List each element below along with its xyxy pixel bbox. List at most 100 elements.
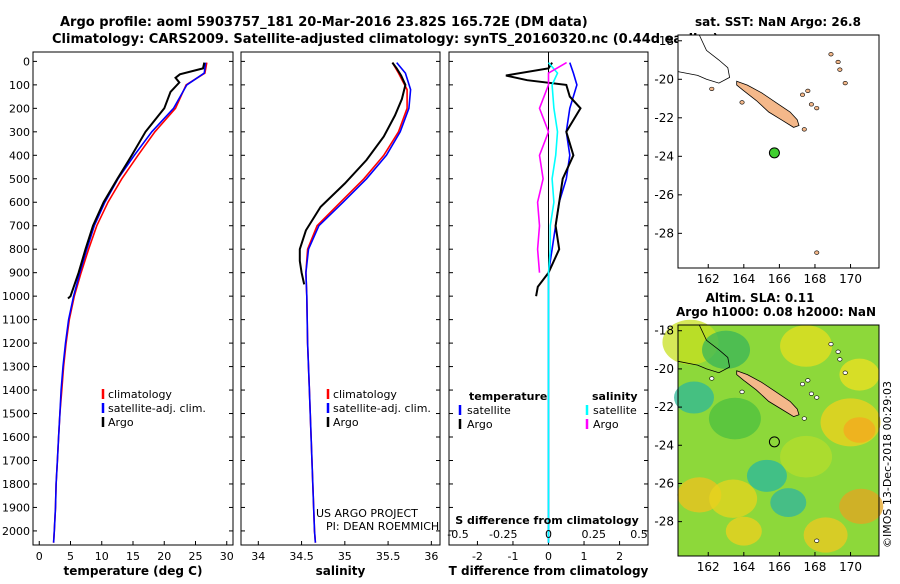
legend-label: satellite [593, 404, 637, 417]
map-frame [677, 324, 880, 557]
legend-label: Argo [593, 418, 619, 431]
x-tick-label: -1 [507, 550, 518, 563]
island [814, 538, 820, 543]
island [837, 357, 843, 362]
coastline [677, 324, 731, 374]
lon-tick-label: 170 [839, 560, 862, 574]
lon-tick-label: 166 [768, 272, 791, 286]
island [805, 378, 811, 383]
sla-anomaly [674, 381, 715, 414]
sst-map: sat. SST: NaN Argo: 26.8 162 164 166 168 170 -… [654, 15, 880, 286]
island [814, 250, 820, 255]
depth-tick-label: 1300 [2, 361, 30, 374]
s-tick-label: -0.25 [489, 528, 517, 541]
header-line-1: Argo profile: aoml 5903757_181 20-Mar-20… [60, 15, 588, 30]
sla-anomaly [746, 459, 787, 492]
sla-anomaly [843, 417, 876, 443]
salinity-panel: 34 34.5 35 35.5 36 salinity climatologysatelli… [240, 51, 441, 578]
series-line-2 [298, 62, 407, 285]
legend-label: climatology [333, 388, 397, 401]
depth-tick-label: 800 [9, 243, 30, 256]
legend-title-salinity: salinity [592, 390, 638, 403]
lon-tick-label: 162 [697, 272, 720, 286]
island [805, 88, 811, 93]
island [828, 341, 834, 347]
x-tick-label: 30 [220, 550, 234, 563]
lon-tick-label: 164 [732, 272, 755, 286]
lat-tick-label: -26 [654, 476, 674, 490]
float-position-marker [768, 436, 780, 448]
island [808, 391, 814, 396]
x-tick-label: 1 [581, 550, 588, 563]
float-position-marker [768, 147, 780, 159]
plot-frame [32, 51, 234, 546]
island [739, 100, 745, 105]
s-tick-label: -0.5 [447, 528, 468, 541]
difference-panel: -2 -1 0 1 2T difference from climatology temp… [447, 51, 649, 578]
s-tick-label: 0 [545, 528, 552, 541]
island [842, 81, 848, 86]
new-caledonia-land [736, 80, 800, 128]
island [709, 376, 715, 381]
sla-map-title: Altim. SLA: 0.11 [706, 291, 815, 305]
x-tick-label: 15 [126, 550, 140, 563]
depth-tick-label: 600 [9, 196, 30, 209]
island [800, 382, 806, 387]
x-tick-label: 0 [545, 550, 552, 563]
depth-tick-label: 1000 [2, 290, 30, 303]
series-line-2 [67, 62, 206, 300]
depth-tick-label: 500 [9, 173, 30, 186]
x-tick-label: 25 [189, 550, 203, 563]
sla-map-subtitle: Argo h1000: 0.08 h2000: NaN [676, 305, 876, 319]
depth-tick-label: 0 [23, 55, 30, 68]
island [835, 349, 841, 354]
x-tick-label: 0 [36, 550, 43, 563]
island [835, 59, 841, 65]
depth-tick-label: 400 [9, 149, 30, 162]
sla-anomaly [708, 397, 761, 440]
island [801, 416, 807, 421]
s-tick-label: 0.5 [630, 528, 648, 541]
legend-label: satellite-adj. clim. [333, 402, 431, 415]
lat-tick-label: -18 [654, 324, 674, 338]
depth-tick-label: 900 [9, 267, 30, 280]
lat-tick-label: -22 [654, 111, 674, 125]
map-frame [677, 34, 880, 269]
island [739, 389, 745, 394]
x-tick-label: 35 [338, 550, 352, 563]
x-tick-label: 34 [251, 550, 265, 563]
sla-anomaly [803, 517, 848, 553]
pi-credit: PI: DEAN ROEMMICH [326, 520, 439, 533]
depth-tick-label: 1700 [2, 454, 30, 467]
depth-tick-label: 300 [9, 126, 30, 139]
temperature-panel: 0100200300400500600700800900100011001200… [2, 51, 234, 578]
series-line-1 [52, 62, 207, 543]
lat-tick-label: -22 [654, 400, 674, 414]
lat-tick-label: -24 [654, 149, 674, 163]
project-credit: US ARGO PROJECT [316, 507, 418, 520]
depth-tick-label: 1200 [2, 337, 30, 350]
x-tick-label: 2 [616, 550, 623, 563]
lon-tick-label: 166 [768, 560, 791, 574]
x-tick-label: 34.5 [289, 550, 314, 563]
sla-anomaly [709, 479, 758, 518]
lon-tick-label: 162 [697, 560, 720, 574]
depth-tick-label: 1100 [2, 314, 30, 327]
s-axis-title: S difference from climatology [455, 514, 639, 527]
x-tick-label: 10 [95, 550, 109, 563]
lat-tick-label: -26 [654, 188, 674, 202]
sla-anomaly [839, 488, 884, 524]
island [828, 52, 834, 57]
series-line-2 [547, 62, 559, 543]
header-line-2: Climatology: CARS2009. Satellite-adjuste… [52, 32, 719, 47]
lon-tick-label: 168 [804, 272, 827, 286]
island [837, 67, 843, 72]
s-tick-label: 0.25 [581, 528, 606, 541]
lat-tick-label: -28 [654, 226, 674, 240]
sla-anomaly [780, 325, 833, 367]
series-line-3 [536, 61, 568, 273]
x-tick-label: 20 [157, 550, 171, 563]
new-caledonia-land [736, 370, 800, 418]
